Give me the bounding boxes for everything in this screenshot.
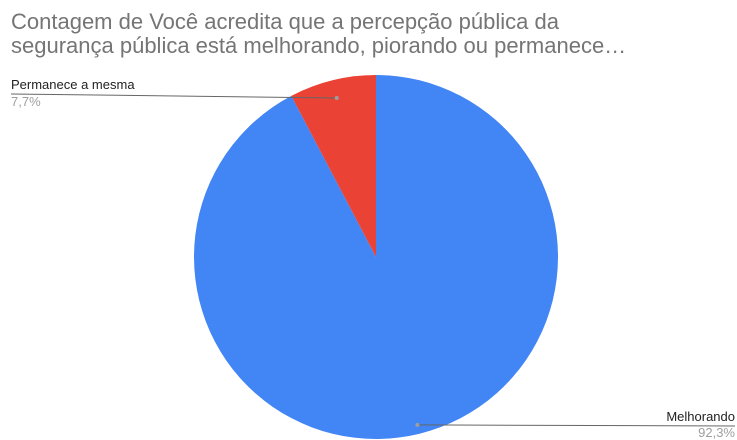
slice-percent-permanece: 7,7% bbox=[11, 94, 41, 109]
leader-dot-melhorando bbox=[415, 422, 420, 427]
slice-percent-melhorando: 92,3% bbox=[698, 425, 735, 440]
slice-label-permanece: Permanece a mesma bbox=[11, 77, 135, 92]
leader-dot-permanece bbox=[334, 95, 339, 100]
leader-line-permanece bbox=[10, 93, 337, 99]
slice-label-group-permanece: Permanece a mesma 7,7% bbox=[10, 77, 339, 109]
pie-slices bbox=[193, 75, 558, 439]
pie-slice-permanece-a-mesma[interactable] bbox=[291, 75, 376, 257]
leader-line-melhorando bbox=[417, 424, 736, 427]
slice-label-melhorando: Melhorando bbox=[666, 409, 735, 424]
chart-title-line-1: Contagem de Você acredita que a percepçã… bbox=[11, 9, 559, 34]
pie-slice-melhorando[interactable] bbox=[193, 75, 558, 439]
chart-title-line-2: segurança pública está melhorando, piora… bbox=[11, 33, 627, 58]
slice-label-group-melhorando: Melhorando 92,3% bbox=[415, 409, 735, 440]
